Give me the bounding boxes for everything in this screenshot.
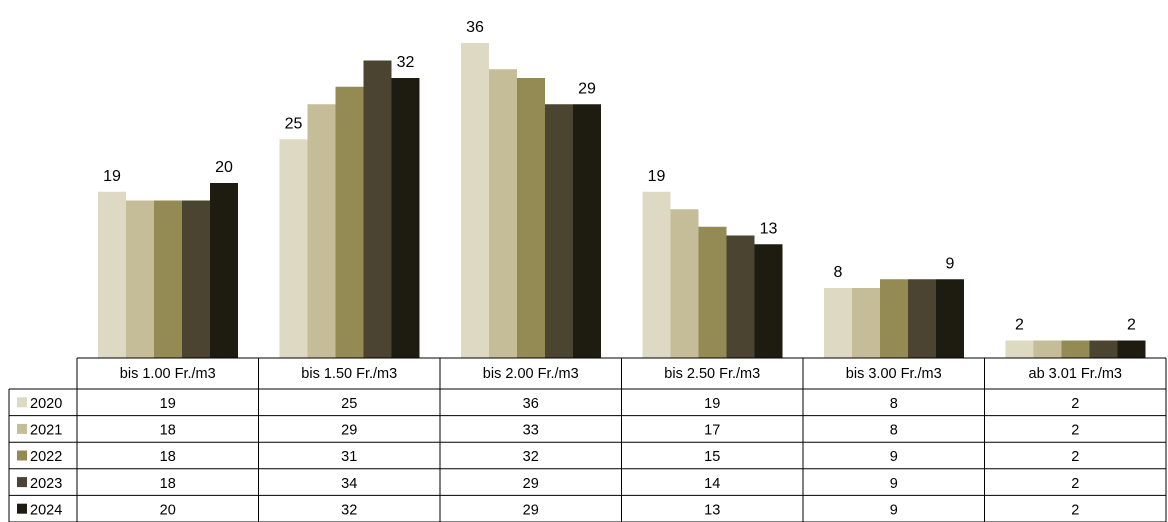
category-label: bis 2.00 Fr./m3 <box>483 366 579 382</box>
series-label: 2024 <box>30 502 62 518</box>
table-cell: 20 <box>160 502 176 518</box>
bar-2020-6 <box>1005 340 1034 358</box>
table-cell: 9 <box>890 502 898 518</box>
bars-layer <box>98 43 1146 358</box>
bar-2022-2 <box>335 86 364 358</box>
table-cell: 18 <box>160 476 176 492</box>
table-cell: 19 <box>704 396 720 412</box>
bar-2021-5 <box>852 288 880 358</box>
data-label: 8 <box>834 264 843 281</box>
data-label: 20 <box>215 159 233 176</box>
table-cell: 15 <box>704 449 720 465</box>
bar-2023-2 <box>363 60 392 358</box>
table-cell: 2 <box>1071 502 1079 518</box>
bar-2024-3 <box>573 104 601 358</box>
bar-2021-2 <box>307 104 336 358</box>
bar-2023-6 <box>1089 340 1118 358</box>
category-label: ab 3.01 Fr./m3 <box>1029 366 1123 382</box>
bar-2024-4 <box>754 244 783 358</box>
data-label: 36 <box>466 19 484 36</box>
data-label: 13 <box>760 220 778 237</box>
table-cell: 9 <box>890 449 898 465</box>
bar-2020-4 <box>642 191 671 358</box>
table-cell: 2 <box>1071 449 1079 465</box>
data-label: 25 <box>285 115 303 132</box>
category-label: bis 1.00 Fr./m3 <box>120 366 216 382</box>
table-cell: 2 <box>1071 423 1079 439</box>
table-cell: 36 <box>523 396 539 412</box>
data-label: 32 <box>397 54 415 71</box>
table-cell: 8 <box>890 396 898 412</box>
bar-2020-3 <box>461 43 489 358</box>
bar-2023-4 <box>726 235 755 358</box>
legend-key-2022 <box>17 450 27 461</box>
table-cell: 31 <box>341 449 357 465</box>
table-cell: 29 <box>523 502 539 518</box>
bar-2024-6 <box>1117 340 1146 358</box>
table-cell: 29 <box>341 423 357 439</box>
bar-2023-1 <box>182 200 210 358</box>
bar-2021-6 <box>1033 340 1062 358</box>
table-cell: 14 <box>704 476 720 492</box>
table-cell: 8 <box>890 423 898 439</box>
bar-2024-1 <box>210 183 238 358</box>
table-cell: 29 <box>523 476 539 492</box>
data-label: 2 <box>1127 317 1136 334</box>
table-cell: 17 <box>704 423 720 439</box>
table-cell: 9 <box>890 476 898 492</box>
data-label: 19 <box>103 168 121 185</box>
bar-2022-6 <box>1061 340 1090 358</box>
data-label: 19 <box>648 168 666 185</box>
bar-2022-4 <box>698 226 727 358</box>
bar-2020-2 <box>279 139 308 358</box>
table-cell: 32 <box>523 449 539 465</box>
bar-2020-1 <box>98 191 126 358</box>
bar-2023-3 <box>545 104 573 358</box>
bar-2022-1 <box>154 200 182 358</box>
series-label: 2020 <box>30 396 62 412</box>
table-cell: 34 <box>341 476 357 492</box>
legend-key-2020 <box>17 397 27 408</box>
data-labels-layer: 19 20 25 32 36 29 19 13 8 9 2 2 <box>103 19 1136 334</box>
category-label: bis 2.50 Fr./m3 <box>664 366 760 382</box>
table-cell: 18 <box>160 423 176 439</box>
legend-key-2023 <box>17 477 27 488</box>
table-cell: 2 <box>1071 476 1079 492</box>
table-cell: 32 <box>341 502 357 518</box>
table-cell: 25 <box>341 396 357 412</box>
table-cell: 18 <box>160 449 176 465</box>
table-cell: 2 <box>1071 396 1079 412</box>
data-label: 29 <box>578 80 596 97</box>
bar-2021-4 <box>670 209 699 358</box>
bar-2023-5 <box>908 279 936 358</box>
table-cell: 13 <box>704 502 720 518</box>
category-label: bis 3.00 Fr./m3 <box>846 366 942 382</box>
legend-key-2021 <box>17 423 27 434</box>
data-label: 9 <box>946 255 955 272</box>
bar-2020-5 <box>824 288 852 358</box>
series-label: 2023 <box>30 476 62 492</box>
bar-2024-5 <box>936 279 964 358</box>
series-label: 2022 <box>30 449 62 465</box>
bar-2022-3 <box>517 78 545 358</box>
bar-2022-5 <box>880 279 908 358</box>
data-label: 2 <box>1015 317 1024 334</box>
table-cell: 19 <box>160 396 176 412</box>
legend-key-2024 <box>17 503 27 514</box>
bar-2024-2 <box>391 78 420 358</box>
series-label: 2021 <box>30 423 62 439</box>
bar-2021-3 <box>489 69 517 358</box>
table-cell: 33 <box>523 423 539 439</box>
bar-2021-1 <box>126 200 154 358</box>
category-label: bis 1.50 Fr./m3 <box>301 366 397 382</box>
data-table: bis 1.00 Fr./m3 bis 1.50 Fr./m3 bis 2.00 F… <box>8 357 1167 522</box>
